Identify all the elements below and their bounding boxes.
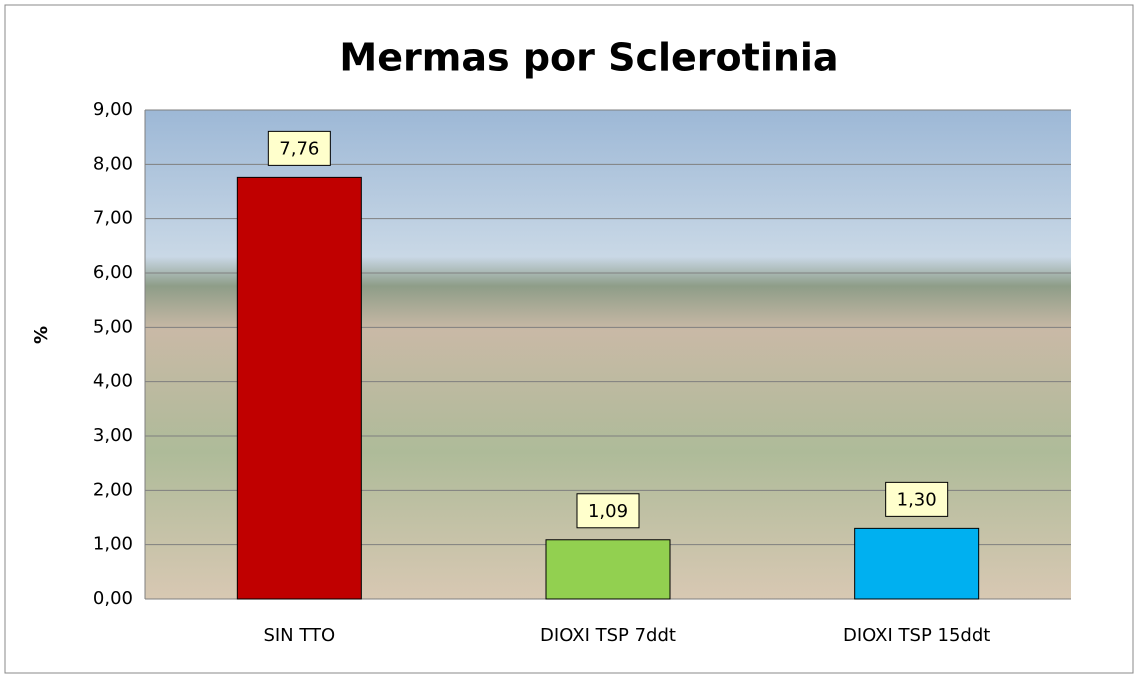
bar — [855, 528, 979, 599]
y-tick-label: 7,00 — [93, 208, 133, 229]
y-tick-label: 4,00 — [93, 371, 133, 392]
y-tick-label: 0,00 — [93, 588, 133, 609]
y-tick-label: 5,00 — [93, 316, 133, 337]
page: Mermas por Sclerotinia % 0,00 1,00 2,00 3,0… — [0, 0, 1134, 674]
x-tick-label: SIN TTO — [263, 625, 335, 646]
value-label: 7,76 — [279, 138, 319, 159]
y-tick-label: 3,00 — [93, 425, 133, 446]
x-tick-label: DIOXI TSP 15ddt — [843, 625, 990, 646]
y-tick-label: 9,00 — [93, 99, 133, 120]
chart-title: Mermas por Sclerotinia — [339, 36, 838, 80]
value-label: 1,30 — [897, 489, 937, 510]
y-tick-label: 2,00 — [93, 479, 133, 500]
x-tick-label: DIOXI TSP 7ddt — [540, 625, 676, 646]
bar — [237, 177, 361, 599]
y-tick-label: 6,00 — [93, 262, 133, 283]
y-axis-label: % — [31, 326, 52, 344]
chart: Mermas por Sclerotinia % 0,00 1,00 2,00 3,0… — [0, 0, 1134, 674]
y-tick-label: 1,00 — [93, 534, 133, 555]
y-tick-label: 8,00 — [93, 153, 133, 174]
value-label: 1,09 — [588, 501, 628, 522]
bar — [546, 540, 670, 599]
